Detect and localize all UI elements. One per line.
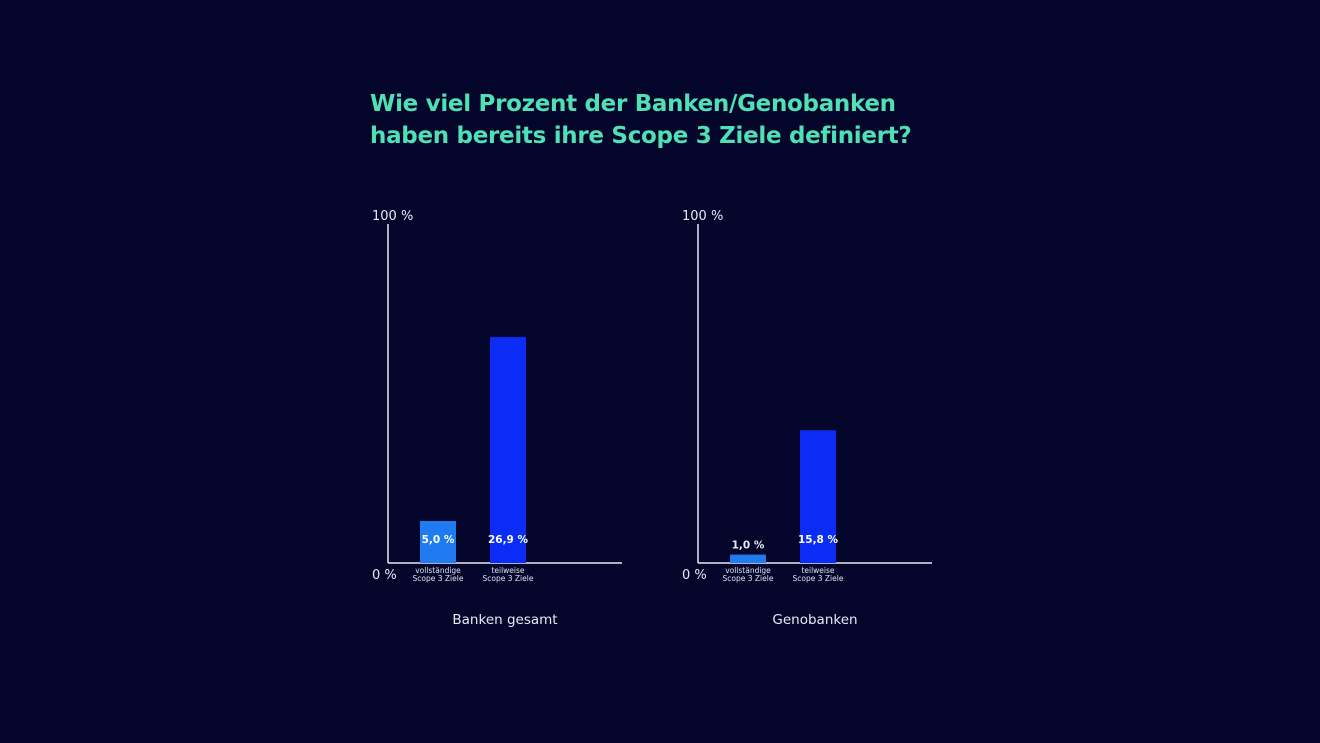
category-label-1-2-1: teilweise xyxy=(491,566,524,575)
chart-title-line-2: haben bereits ihre Scope 3 Ziele definie… xyxy=(370,123,912,149)
category-label-1-2-2: Scope 3 Ziele xyxy=(483,574,534,583)
category-label-1-1-2: Scope 3 Ziele xyxy=(413,574,464,583)
y-axis-bottom-label-1: 0 % xyxy=(372,568,397,583)
chart-title: Wie viel Prozent der Banken/Genobanken h… xyxy=(370,88,970,152)
y-axis-bottom-label-2: 0 % xyxy=(682,568,707,583)
y-axis-top-label-1: 100 % xyxy=(372,209,413,224)
bar-1-1 xyxy=(420,521,456,563)
bar-value-label-1-2: 26,9 % xyxy=(488,534,529,546)
category-label-2-1-1: vollständige xyxy=(725,566,771,575)
group-label-2: Genobanken xyxy=(772,612,857,628)
bar-value-label-2-1: 1,0 % xyxy=(732,540,765,552)
chart-title-line-1: Wie viel Prozent der Banken/Genobanken xyxy=(370,91,896,117)
bar-2-1 xyxy=(730,554,766,563)
category-label-2-2-1: teilweise xyxy=(801,566,834,575)
category-label-2-2-2: Scope 3 Ziele xyxy=(793,574,844,583)
bar-1-2 xyxy=(490,337,526,563)
bar-value-label-1-1: 5,0 % xyxy=(422,534,455,546)
y-axis-top-label-2: 100 % xyxy=(682,209,723,224)
bar-2-2 xyxy=(800,430,836,563)
category-label-1-1-1: vollständige xyxy=(415,566,461,575)
group-label-1: Banken gesamt xyxy=(452,612,557,628)
bar-value-label-2-2: 15,8 % xyxy=(798,534,839,546)
category-label-2-1-2: Scope 3 Ziele xyxy=(723,574,774,583)
